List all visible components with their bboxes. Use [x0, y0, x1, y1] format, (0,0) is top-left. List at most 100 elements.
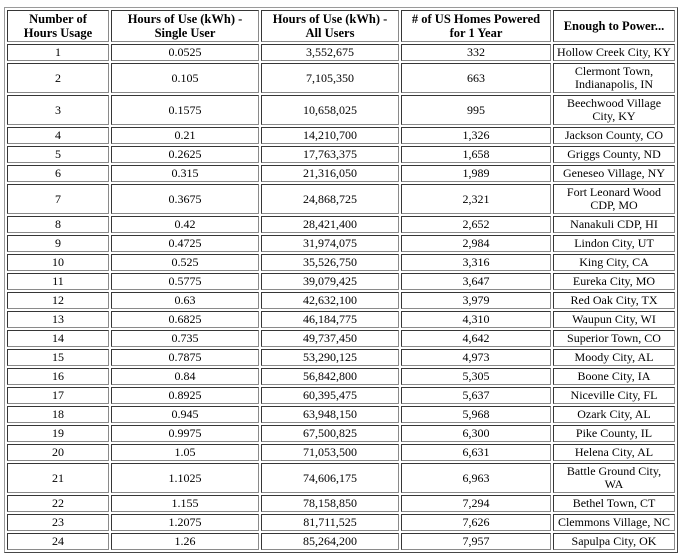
- table-cell: 15: [7, 349, 109, 366]
- table-row: 4 0.21 14,210,700 1,326 Jackson County, CO: [7, 127, 675, 144]
- table-cell: 5,968: [401, 406, 551, 423]
- table-cell: 67,500,825: [261, 425, 399, 442]
- table-row: 17 0.8925 60,395,475 5,637 Niceville City, F…: [7, 387, 675, 404]
- table-cell: 2,984: [401, 235, 551, 252]
- table-cell: 1.155: [111, 495, 259, 512]
- table-cell: 3,552,675: [261, 44, 399, 61]
- table-cell: 4,973: [401, 349, 551, 366]
- table-cell: 71,053,500: [261, 444, 399, 461]
- table-cell: Waupun City, WI: [553, 311, 675, 328]
- table-row: 6 0.315 21,316,050 1,989 Geneseo Village, NY: [7, 165, 675, 182]
- table-row: 2 0.105 7,105,350 663 Clermont Town, Indiana…: [7, 63, 675, 93]
- table-cell: 995: [401, 95, 551, 125]
- table-cell: 14,210,700: [261, 127, 399, 144]
- table-row: 7 0.3675 24,868,725 2,321 Fort Leonard Wood …: [7, 184, 675, 214]
- table-cell: 6: [7, 165, 109, 182]
- table-cell: 0.315: [111, 165, 259, 182]
- table-cell: 6,300: [401, 425, 551, 442]
- table-cell: 3,979: [401, 292, 551, 309]
- table-cell: Beechwood Village City, KY: [553, 95, 675, 125]
- table-cell: 5: [7, 146, 109, 163]
- header-row: Number of Hours Usage Hours of Use (kWh) …: [7, 10, 675, 42]
- table-cell: 81,711,525: [261, 514, 399, 531]
- table-row: 23 1.2075 81,711,525 7,626 Clemmons Village,…: [7, 514, 675, 531]
- table-cell: 0.9975: [111, 425, 259, 442]
- table-cell: 28,421,400: [261, 216, 399, 233]
- table-cell: 1.2075: [111, 514, 259, 531]
- table-cell: Jackson County, CO: [553, 127, 675, 144]
- table-row: 18 0.945 63,948,150 5,968 Ozark City, AL: [7, 406, 675, 423]
- table-cell: 31,974,075: [261, 235, 399, 252]
- table-cell: 7,105,350: [261, 63, 399, 93]
- table-cell: 1.1025: [111, 463, 259, 493]
- table-cell: 0.525: [111, 254, 259, 271]
- table-cell: Helena City, AL: [553, 444, 675, 461]
- table-cell: 2,652: [401, 216, 551, 233]
- table-cell: 10: [7, 254, 109, 271]
- table-body: 1 0.0525 3,552,675 332 Hollow Creek City, KY…: [7, 44, 675, 550]
- table-cell: Ozark City, AL: [553, 406, 675, 423]
- table-row: 1 0.0525 3,552,675 332 Hollow Creek City, KY: [7, 44, 675, 61]
- table-cell: 0.945: [111, 406, 259, 423]
- table-cell: Bethel Town, CT: [553, 495, 675, 512]
- table-cell: 7: [7, 184, 109, 214]
- table-cell: 17: [7, 387, 109, 404]
- table-cell: 53,290,125: [261, 349, 399, 366]
- table-cell: Nanakuli CDP, HI: [553, 216, 675, 233]
- table-row: 20 1.05 71,053,500 6,631 Helena City, AL: [7, 444, 675, 461]
- table-cell: 0.0525: [111, 44, 259, 61]
- table-row: 12 0.63 42,632,100 3,979 Red Oak City, TX: [7, 292, 675, 309]
- table-cell: 49,737,450: [261, 330, 399, 347]
- table-cell: 4: [7, 127, 109, 144]
- table-cell: 21,316,050: [261, 165, 399, 182]
- table-cell: 21: [7, 463, 109, 493]
- column-header: Hours of Use (kWh) - All Users: [261, 10, 399, 42]
- table-cell: 0.42: [111, 216, 259, 233]
- table-cell: 0.5775: [111, 273, 259, 290]
- table-cell: 35,526,750: [261, 254, 399, 271]
- table-cell: 24,868,725: [261, 184, 399, 214]
- table-cell: Griggs County, ND: [553, 146, 675, 163]
- table-cell: 0.105: [111, 63, 259, 93]
- table-cell: Superior Town, CO: [553, 330, 675, 347]
- table-cell: Geneseo Village, NY: [553, 165, 675, 182]
- table-cell: 8: [7, 216, 109, 233]
- table-cell: 2: [7, 63, 109, 93]
- table-cell: 85,264,200: [261, 533, 399, 550]
- table-cell: 0.21: [111, 127, 259, 144]
- table-cell: 3,647: [401, 273, 551, 290]
- table-cell: Niceville City, FL: [553, 387, 675, 404]
- table-cell: 13: [7, 311, 109, 328]
- table-cell: Battle Ground City, WA: [553, 463, 675, 493]
- table-cell: 19: [7, 425, 109, 442]
- table-cell: 3: [7, 95, 109, 125]
- table-cell: 0.84: [111, 368, 259, 385]
- table-cell: 0.4725: [111, 235, 259, 252]
- column-header: Number of Hours Usage: [7, 10, 109, 42]
- table-cell: 0.6825: [111, 311, 259, 328]
- table-row: 3 0.1575 10,658,025 995 Beechwood Village Ci…: [7, 95, 675, 125]
- table-cell: Fort Leonard Wood CDP, MO: [553, 184, 675, 214]
- table-cell: 14: [7, 330, 109, 347]
- table-cell: 3,316: [401, 254, 551, 271]
- table-cell: 7,294: [401, 495, 551, 512]
- table-row: 5 0.2625 17,763,375 1,658 Griggs County, ND: [7, 146, 675, 163]
- table-cell: 16: [7, 368, 109, 385]
- table-cell: 1,658: [401, 146, 551, 163]
- table-cell: 663: [401, 63, 551, 93]
- table-cell: 24: [7, 533, 109, 550]
- table-cell: 10,658,025: [261, 95, 399, 125]
- table-row: 24 1.26 85,264,200 7,957 Sapulpa City, OK: [7, 533, 675, 550]
- column-header: # of US Homes Powered for 1 Year: [401, 10, 551, 42]
- table-cell: 42,632,100: [261, 292, 399, 309]
- table-cell: 1.26: [111, 533, 259, 550]
- table-cell: 46,184,775: [261, 311, 399, 328]
- table-row: 9 0.4725 31,974,075 2,984 Lindon City, UT: [7, 235, 675, 252]
- table-cell: 12: [7, 292, 109, 309]
- table-cell: 1,989: [401, 165, 551, 182]
- table-cell: Pike County, IL: [553, 425, 675, 442]
- table-row: 21 1.1025 74,606,175 6,963 Battle Ground Cit…: [7, 463, 675, 493]
- table-cell: 6,631: [401, 444, 551, 461]
- table-cell: 17,763,375: [261, 146, 399, 163]
- table-cell: 0.1575: [111, 95, 259, 125]
